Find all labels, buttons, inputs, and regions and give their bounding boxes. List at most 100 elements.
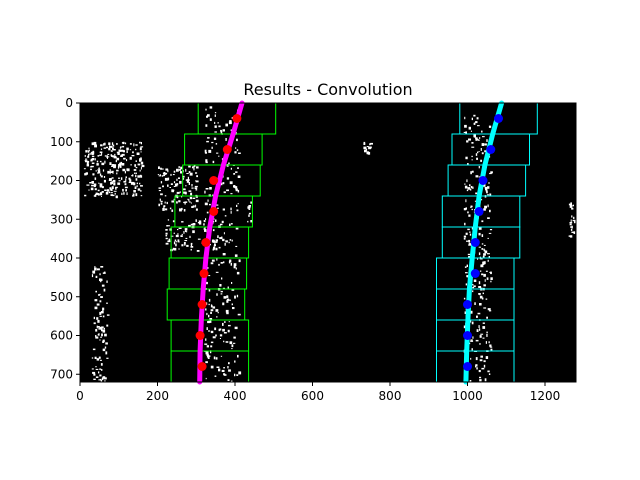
lane-pixel — [162, 172, 165, 175]
lane-pixel — [219, 334, 223, 337]
lane-pixel — [489, 271, 491, 273]
lane-pixel — [178, 166, 180, 169]
right-centroid-point — [486, 145, 496, 154]
lane-pixel — [91, 162, 95, 164]
lane-pixel — [111, 142, 114, 145]
lane-pixel — [102, 272, 106, 274]
lane-pixel — [106, 324, 109, 327]
lane-pixel — [91, 274, 94, 278]
lane-pixel — [173, 241, 176, 245]
lane-pixel — [187, 179, 190, 181]
lane-pixel — [235, 245, 238, 247]
lane-pixel — [229, 239, 232, 241]
left-centroid-point — [195, 331, 205, 340]
lane-pixel — [568, 235, 570, 237]
lane-pixel — [250, 201, 253, 204]
lane-pixel — [99, 300, 102, 303]
lane-pixel — [179, 208, 182, 212]
lane-pixel — [104, 189, 107, 191]
lane-pixel — [207, 114, 210, 117]
lane-pixel — [106, 146, 108, 149]
lane-pixel — [160, 202, 163, 205]
lane-pixel — [100, 363, 103, 366]
lane-pixel — [214, 125, 217, 128]
lane-pixel — [117, 182, 121, 185]
lane-pixel — [173, 181, 176, 184]
lane-pixel — [96, 303, 100, 306]
lane-pixel — [195, 219, 197, 222]
lane-pixel — [135, 167, 138, 169]
lane-pixel — [211, 259, 215, 262]
lane-pixel — [110, 150, 113, 152]
lane-pixel — [164, 201, 166, 204]
lane-pixel — [192, 230, 195, 234]
lane-pixel — [184, 201, 188, 203]
lane-pixel — [102, 309, 104, 312]
lane-pixel — [163, 173, 167, 175]
lane-pixel — [178, 200, 181, 203]
lane-pixel — [140, 185, 143, 187]
y-tick-label: 600 — [50, 329, 73, 343]
lane-pixel — [102, 376, 106, 378]
lane-pixel — [571, 207, 574, 210]
lane-pixel — [227, 379, 230, 381]
lane-pixel — [93, 373, 96, 376]
lane-pixel — [184, 240, 188, 242]
lane-pixel — [205, 377, 207, 380]
lane-pixel — [171, 209, 174, 212]
y-tick-label: 100 — [50, 135, 73, 149]
lane-pixel — [215, 271, 219, 273]
lane-pixel — [124, 186, 128, 189]
lane-pixel — [177, 233, 179, 235]
lane-pixel — [471, 321, 474, 325]
lane-pixel — [466, 179, 468, 183]
lane-pixel — [190, 243, 193, 247]
lane-pixel — [483, 284, 486, 287]
lane-pixel — [233, 185, 235, 187]
lane-pixel — [481, 367, 485, 370]
lane-pixel — [210, 350, 212, 354]
lane-pixel — [181, 221, 184, 223]
lane-pixel — [198, 220, 202, 223]
lane-pixel — [169, 207, 172, 210]
lane-pixel — [133, 143, 135, 147]
lane-pixel — [160, 193, 163, 196]
lane-pixel — [135, 178, 138, 181]
lane-pixel — [126, 147, 129, 151]
lane-pixel — [116, 172, 118, 175]
lane-pixel — [169, 187, 171, 188]
lane-pixel — [189, 196, 193, 200]
lane-pixel — [124, 142, 127, 145]
lane-pixel — [120, 177, 123, 180]
lane-pixel — [196, 250, 200, 252]
lane-pixel — [235, 227, 239, 230]
lane-pixel — [479, 379, 482, 382]
lane-pixel — [108, 142, 111, 145]
lane-pixel — [486, 194, 489, 196]
lane-pixel — [98, 167, 100, 170]
lane-pixel — [85, 160, 87, 163]
lane-pixel — [93, 322, 96, 325]
lane-pixel — [485, 341, 487, 344]
lane-pixel — [570, 204, 572, 206]
lane-pixel — [230, 211, 232, 214]
lane-pixel — [212, 229, 215, 232]
lane-pixel — [479, 137, 481, 140]
lane-pixel — [490, 171, 493, 174]
lane-pixel — [472, 290, 474, 293]
lane-pixel — [214, 131, 217, 133]
lane-pixel — [222, 322, 224, 326]
lane-pixel — [203, 220, 206, 223]
lane-pixel — [159, 174, 161, 176]
lane-pixel — [98, 294, 100, 296]
lane-pixel — [210, 311, 212, 314]
lane-pixel — [180, 171, 182, 173]
lane-pixel — [121, 142, 123, 144]
lane-pixel — [479, 270, 482, 272]
lane-pixel — [180, 235, 183, 237]
lane-pixel — [471, 348, 473, 351]
lane-pixel — [108, 148, 111, 151]
lane-pixel — [112, 164, 115, 167]
lane-pixel — [467, 163, 469, 165]
lane-pixel — [363, 146, 367, 150]
